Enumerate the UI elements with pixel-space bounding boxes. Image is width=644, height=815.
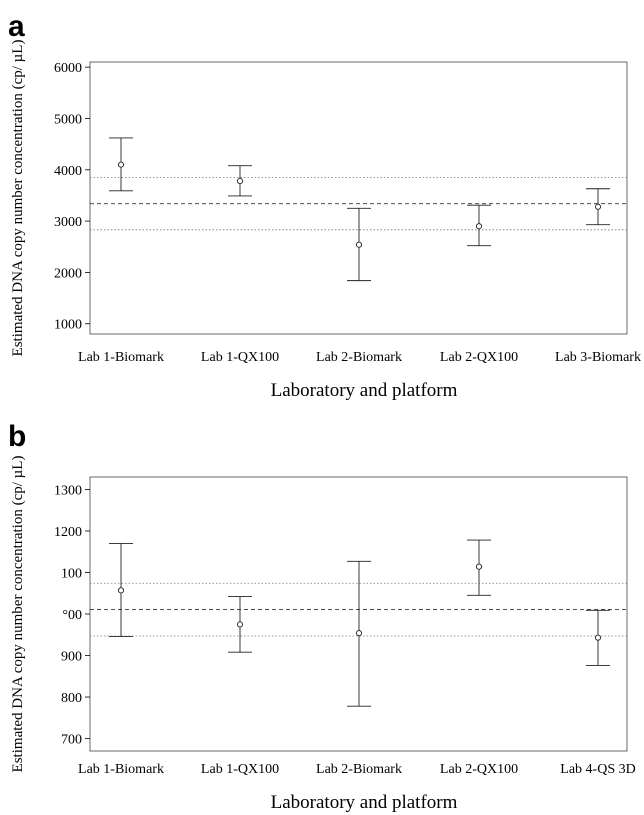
x-tick-label: Lab 1-QX100 [201,762,279,777]
error-bars-b [109,539,610,707]
y-tick-label: 3000 [54,215,82,230]
y-axis-title-a: Estimated DNA copy number concentration … [10,40,26,357]
plot-frame-a [89,61,628,335]
panel-letter-b: b [8,420,26,453]
y-axis-b: 700 800 900 °00 100 1200 1300 [54,483,90,748]
x-axis-a: Lab 1-Biomark Lab 1-QX100 Lab 2-Biomark Lab… [78,350,641,365]
y-tick-label: 1300 [54,483,82,498]
panel-a: a 1000 2000 3000 4000 5000 6000 Lab 1-Biomark… [8,10,641,401]
x-tick-label: Lab 2-Biomark [316,350,402,365]
y-tick-label: 2000 [54,266,82,281]
y-tick-label: 800 [61,691,82,706]
y-tick-label: 700 [61,733,82,748]
y-tick-label: 6000 [54,61,82,76]
error-bars-a [109,137,610,282]
x-axis-b: Lab 1-Biomark Lab 1-QX100 Lab 2-Biomark Lab… [78,762,636,777]
data-point [475,563,483,570]
data-point [117,587,125,594]
y-tick-label: 1000 [54,318,82,333]
y-tick-label: °00 [62,608,82,623]
data-point [475,223,483,230]
reference-lines-b [90,582,627,637]
plot-frame-b [89,476,628,752]
data-point [355,630,363,637]
y-tick-label: 5000 [54,112,82,127]
data-point [236,178,244,185]
y-tick-label: 1200 [54,525,82,540]
panel-letter-a: a [8,10,25,43]
reference-lines-a [90,177,627,231]
x-tick-label: Lab 2-Biomark [316,762,402,777]
data-point [594,203,602,210]
x-tick-label: Lab 4-QS 3D [560,762,635,777]
data-point [117,161,125,168]
data-point [594,634,602,641]
y-tick-label: 100 [61,566,82,581]
y-tick-label: 4000 [54,164,82,179]
y-axis-a: 1000 2000 3000 4000 5000 6000 [54,61,90,333]
x-tick-label: Lab 3-Biomark [555,350,641,365]
y-tick-label: 900 [61,650,82,665]
x-axis-title-a: Laboratory and platform [271,380,458,401]
x-tick-label: Lab 2-QX100 [440,350,518,365]
x-tick-label: Lab 1-Biomark [78,762,164,777]
x-tick-label: Lab 1-Biomark [78,350,164,365]
x-axis-title-b: Laboratory and platform [271,792,458,813]
x-tick-label: Lab 1-QX100 [201,350,279,365]
x-tick-label: Lab 2-QX100 [440,762,518,777]
y-axis-title-b: Estimated DNA copy number concentration … [10,456,26,773]
data-point [355,241,363,248]
data-point [236,621,244,628]
